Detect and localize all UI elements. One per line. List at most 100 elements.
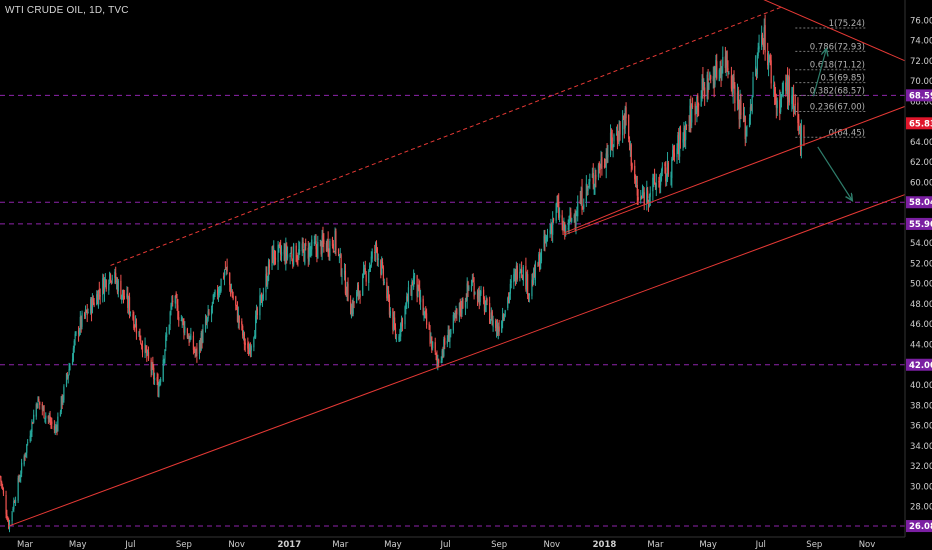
candle — [484, 307, 486, 310]
fib-label-0: 1(75.24) — [829, 19, 865, 29]
candle — [229, 272, 231, 285]
candle — [109, 274, 112, 281]
candle — [243, 333, 245, 345]
candle — [428, 323, 430, 330]
candle — [47, 415, 49, 419]
candle — [350, 302, 352, 315]
candle — [459, 302, 461, 311]
candle — [187, 337, 189, 339]
candle — [714, 77, 716, 85]
candle — [153, 378, 156, 381]
candle — [597, 165, 600, 177]
candle — [244, 342, 246, 346]
candle — [347, 283, 349, 301]
candle — [703, 84, 705, 86]
candle — [763, 27, 765, 45]
candle — [329, 240, 331, 256]
candle — [128, 298, 130, 309]
candle — [610, 132, 612, 141]
candle — [775, 98, 777, 108]
candle — [622, 119, 625, 121]
candle — [345, 292, 347, 297]
y-tick-label-5: 38.00 — [910, 401, 932, 411]
candle — [503, 317, 505, 320]
candle — [725, 51, 727, 68]
candle — [335, 231, 337, 251]
candle — [261, 300, 264, 302]
candle — [533, 267, 536, 278]
candle — [406, 296, 409, 302]
candle — [496, 324, 499, 333]
candle — [20, 462, 23, 474]
candle — [776, 100, 778, 109]
candle — [787, 79, 790, 102]
candle — [33, 414, 35, 423]
candle — [199, 342, 201, 351]
candle — [248, 348, 250, 356]
candle — [39, 401, 41, 405]
candle — [150, 359, 152, 371]
candle — [478, 292, 480, 305]
candle — [707, 78, 709, 93]
candle — [664, 163, 666, 167]
candle — [401, 318, 404, 327]
candle — [655, 183, 657, 190]
candle — [375, 242, 377, 254]
candle — [279, 243, 281, 247]
candle — [66, 374, 68, 377]
candle — [338, 254, 340, 256]
candle — [594, 175, 596, 187]
candle — [81, 313, 83, 327]
candle — [601, 157, 603, 170]
candle — [62, 398, 64, 403]
arrow-down — [817, 146, 853, 201]
candle — [788, 76, 790, 103]
current-price-label: 65.83 — [909, 119, 932, 129]
candle — [461, 298, 463, 314]
candle — [350, 307, 353, 317]
candle — [767, 53, 769, 66]
candle — [510, 281, 512, 283]
candle — [274, 257, 277, 260]
candle — [156, 376, 158, 382]
candle — [696, 97, 698, 113]
candle — [666, 177, 668, 179]
candle — [388, 298, 391, 315]
y-tick-label-2: 32.00 — [910, 462, 932, 472]
candle — [444, 337, 446, 345]
candle — [235, 296, 237, 306]
candle — [164, 349, 166, 360]
candle — [749, 107, 752, 117]
candle — [422, 298, 424, 315]
candle — [618, 123, 620, 142]
chart-title: WTI CRUDE OIL, 1D, TVC — [5, 5, 129, 16]
candle — [688, 124, 690, 126]
candle — [151, 364, 153, 374]
x-tick-label-9: Sep — [491, 540, 507, 550]
candle — [416, 275, 418, 296]
current-price-tag — [906, 117, 932, 130]
candle — [595, 174, 597, 180]
candle — [603, 165, 606, 167]
candle — [634, 176, 637, 183]
candle — [331, 238, 334, 246]
y-tick-label-18: 64.00 — [910, 138, 932, 148]
candle — [520, 269, 522, 272]
candle — [105, 280, 107, 289]
candle — [256, 308, 258, 315]
candle — [295, 245, 297, 262]
y-tick-label-8: 44.00 — [910, 340, 932, 350]
candle — [586, 186, 588, 188]
candle — [689, 105, 691, 128]
candle — [50, 421, 52, 424]
candle — [54, 428, 56, 431]
candle — [509, 283, 511, 294]
wedge-lower-trendline — [563, 105, 906, 236]
y-tick-label-4: 36.00 — [910, 422, 932, 432]
candle — [479, 291, 481, 302]
candle — [770, 60, 772, 84]
candle — [659, 183, 661, 188]
candle — [546, 235, 549, 239]
candle — [613, 134, 615, 142]
